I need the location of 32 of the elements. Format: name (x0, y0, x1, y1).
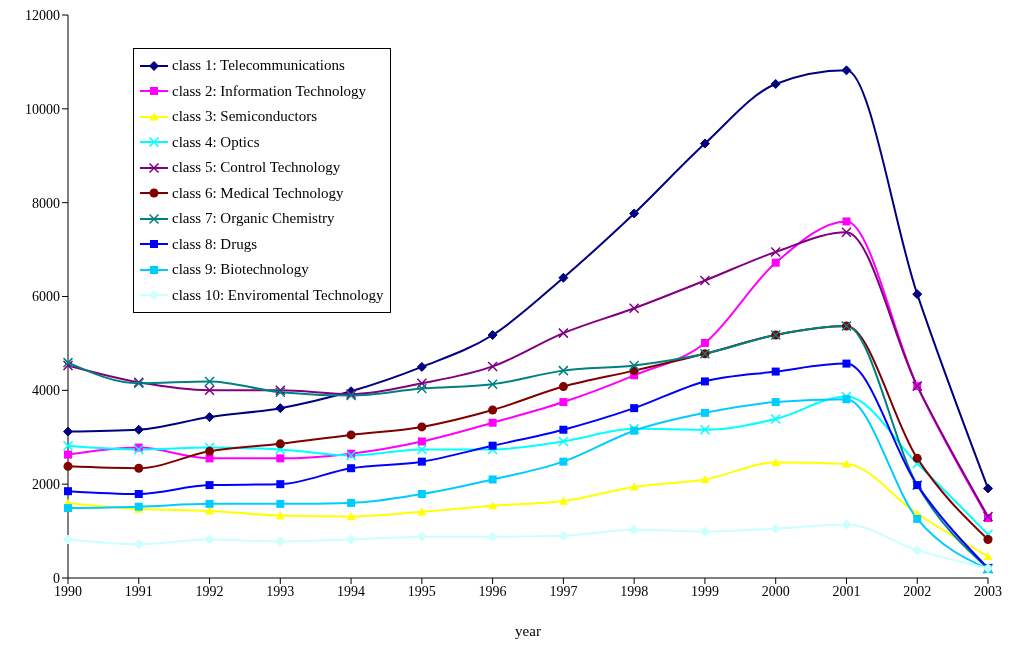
legend-label: class 5: Control Technology (172, 159, 341, 177)
legend-label: class 7: Organic Chemistry (172, 210, 335, 228)
y-tick-label: 6000 (32, 289, 60, 305)
y-tick-label: 10000 (25, 101, 60, 117)
x-tick-label: 1992 (195, 583, 224, 599)
x-tick-label: 2003 (974, 583, 1002, 599)
legend-label: class 10: Enviromental Technology (172, 286, 384, 304)
x-tick-label: 1991 (124, 583, 153, 599)
x-tick-label: 1993 (266, 583, 295, 599)
x-tick-label: 1999 (690, 583, 719, 599)
y-tick-label: 12000 (25, 7, 60, 23)
y-tick-label: 0 (53, 570, 60, 586)
x-tick-label: 1990 (54, 583, 82, 599)
x-tick-label: 2002 (903, 583, 932, 599)
legend-label: class 3: Semiconductors (172, 108, 317, 126)
legend-label: class 4: Optics (172, 133, 260, 151)
legend-label: class 8: Drugs (172, 235, 257, 253)
y-tick-label: 4000 (32, 383, 60, 399)
legend-label: class 1: Telecommunications (172, 57, 345, 75)
x-axis-title: year (515, 623, 541, 639)
x-tick-label: 2000 (761, 583, 790, 599)
y-tick-label: 8000 (32, 195, 60, 211)
x-tick-label: 2001 (832, 583, 861, 599)
x-tick-label: 1998 (620, 583, 649, 599)
x-tick-label: 1996 (478, 583, 507, 599)
x-tick-label: 1994 (337, 583, 366, 599)
legend-label: class 9: Biotechnology (172, 261, 309, 279)
y-tick-label: 2000 (32, 477, 60, 493)
x-tick-label: 1995 (407, 583, 436, 599)
legend-label: class 2: Information Technology (172, 82, 367, 100)
x-tick-label: 1997 (549, 583, 578, 599)
legend-label: class 6: Medical Technology (172, 184, 344, 202)
